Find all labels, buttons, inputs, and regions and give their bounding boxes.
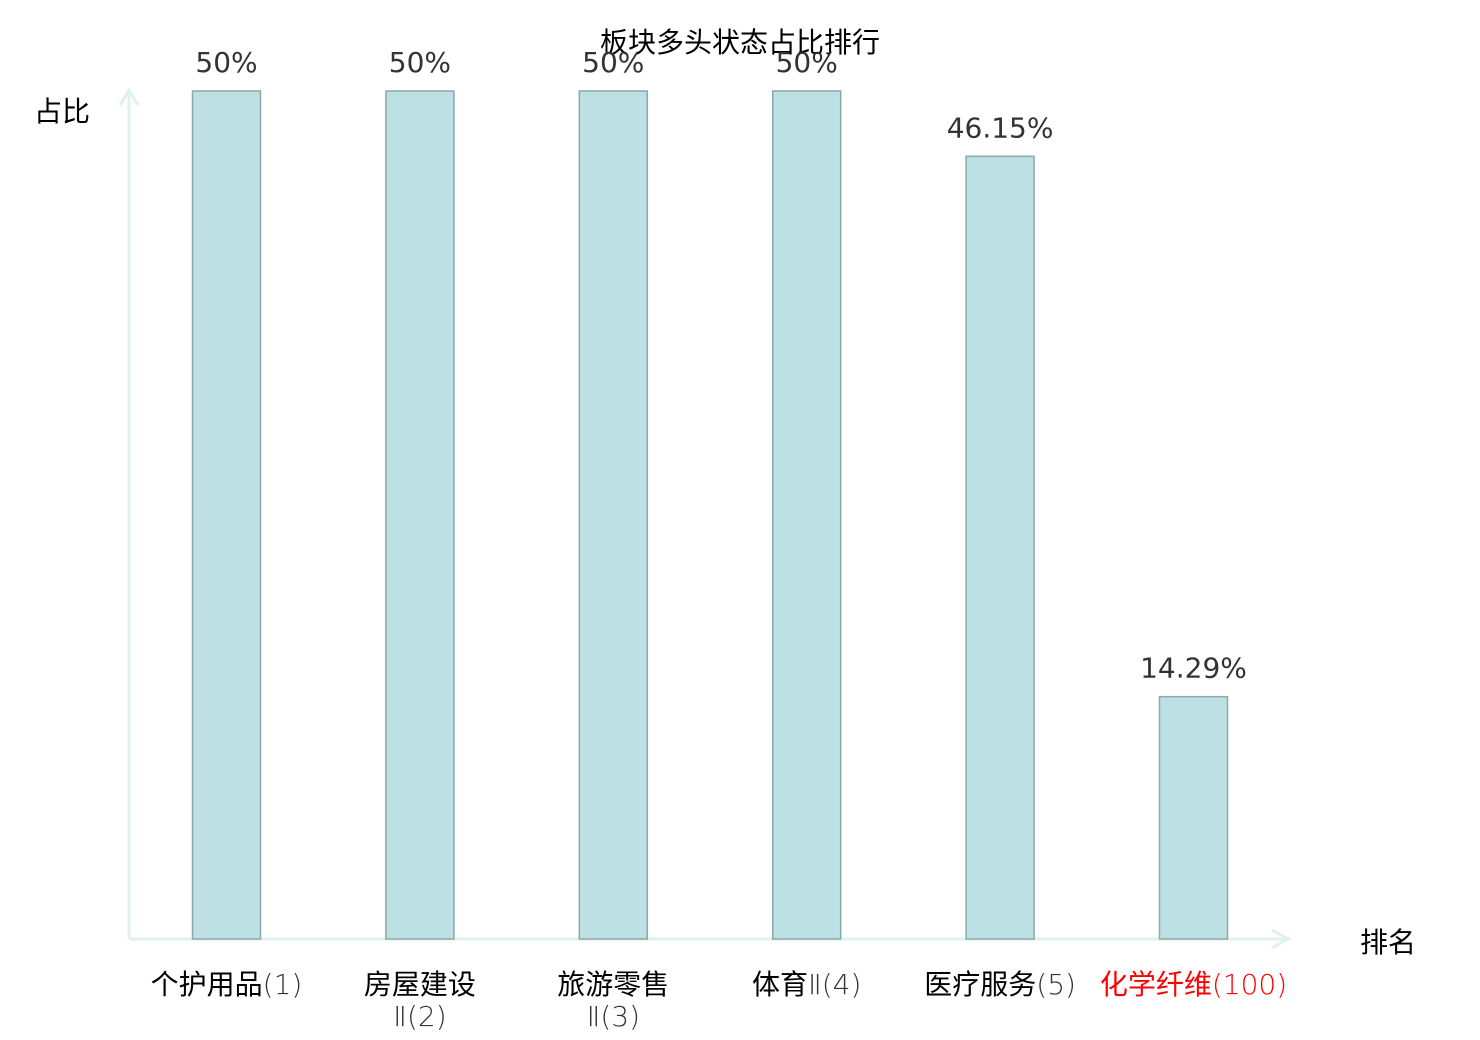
axes	[118, 87, 1292, 950]
value-label: 50%	[582, 46, 644, 79]
bar	[578, 90, 649, 940]
value-label: 14.29%	[1140, 652, 1247, 685]
category-label: Ⅱ(3)	[587, 1000, 640, 1033]
y-axis-label: 占比	[34, 95, 90, 128]
bar	[385, 90, 455, 940]
bar	[771, 90, 842, 940]
y-axis-arrow-icon	[118, 87, 140, 106]
chart-title: 板块多头状态占比排行	[600, 26, 880, 59]
value-label: 50%	[776, 46, 838, 79]
category-label: 化学纤维(100)	[1100, 968, 1287, 1001]
category-label: 医疗服务(5)	[924, 968, 1076, 1001]
bar	[191, 90, 262, 940]
x-axis-label: 排名	[1360, 926, 1416, 959]
category-label: 房屋建设	[364, 968, 476, 1001]
bar	[1158, 695, 1229, 940]
category-label: 个护用品(1)	[151, 968, 303, 1001]
x-axis-arrow-icon	[1271, 928, 1292, 950]
category-label: 体育Ⅱ(4)	[752, 968, 861, 1001]
value-label: 46.15%	[947, 111, 1054, 144]
value-label: 50%	[195, 46, 257, 79]
category-label: Ⅱ(2)	[393, 1000, 446, 1033]
value-label: 50%	[389, 46, 451, 79]
bar	[965, 155, 1035, 940]
category-label: 旅游零售	[557, 968, 669, 1001]
